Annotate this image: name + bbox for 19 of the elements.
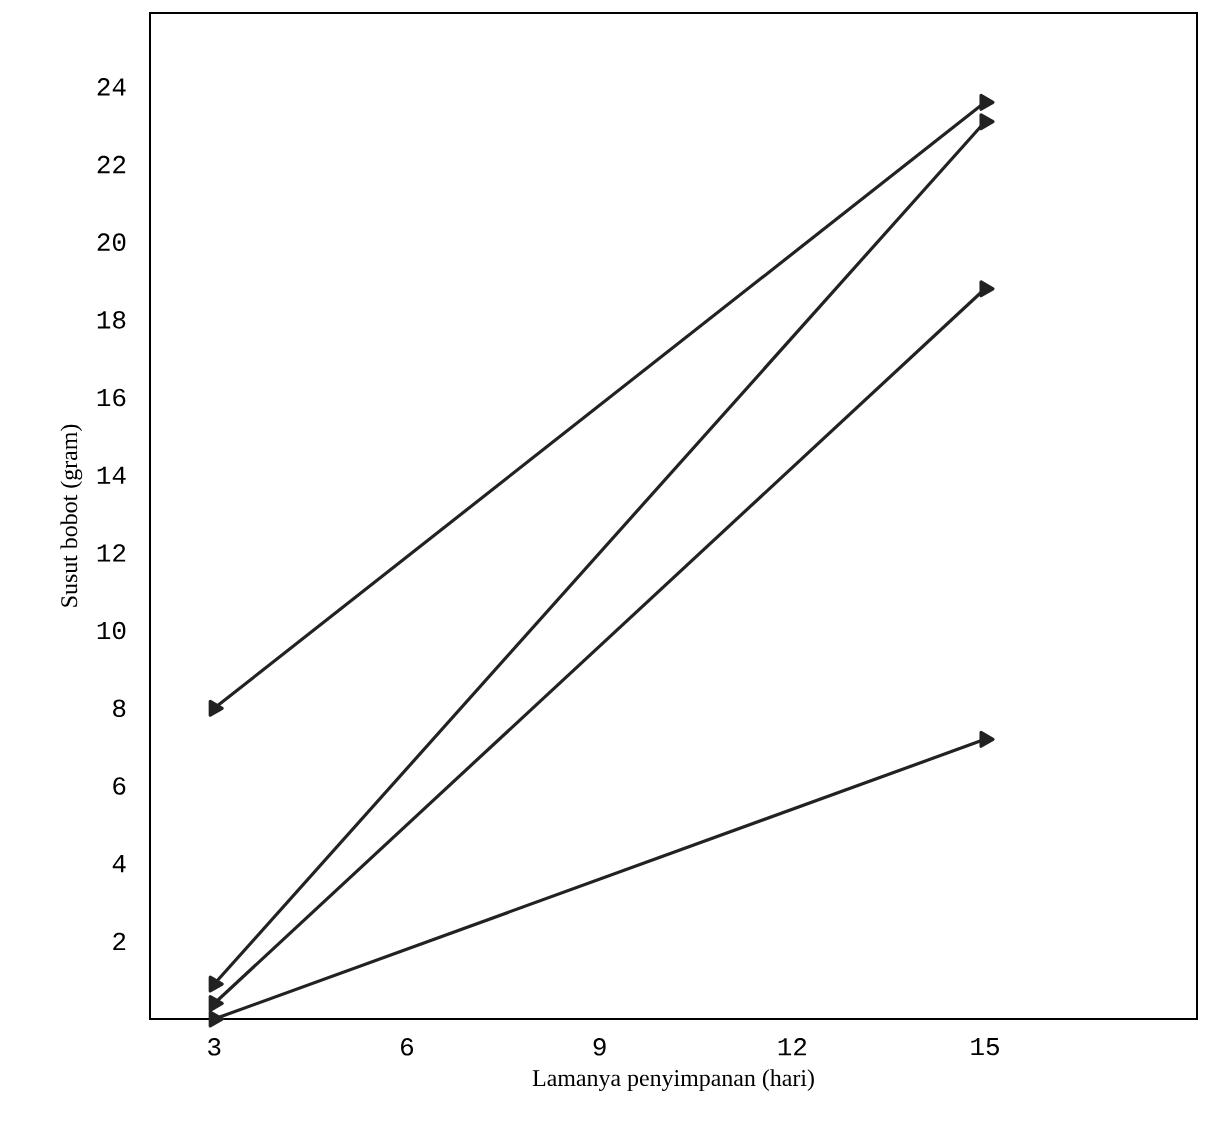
y-tick-label: 2 <box>113 932 126 950</box>
y-tick-label: 12 <box>97 544 126 562</box>
y-tick-label: 22 <box>97 155 126 174</box>
y-tick-label: 24 <box>97 78 126 96</box>
y-tick-label: 14 <box>97 466 126 484</box>
x-tick-label: 9 <box>593 1038 606 1056</box>
y-tick-label: 10 <box>97 621 126 640</box>
y-tick-label: 8 <box>113 699 126 718</box>
x-axis-title: Lamanya penyimpanan (hari) <box>532 1069 814 1092</box>
x-tick-label: 6 <box>401 1038 414 1056</box>
x-tick-label: 12 <box>778 1038 807 1056</box>
y-axis-title: Susut bobot (gram) <box>60 424 83 607</box>
y-tick-label: 6 <box>113 777 126 795</box>
y-tick-label: 4 <box>112 855 126 873</box>
y-tick-label: 18 <box>97 311 126 329</box>
y-tick-label: 20 <box>97 233 126 251</box>
y-tick-label: 16 <box>97 388 126 407</box>
x-tick-label: 15 <box>971 1038 999 1056</box>
x-tick-label: 3 <box>208 1038 221 1056</box>
